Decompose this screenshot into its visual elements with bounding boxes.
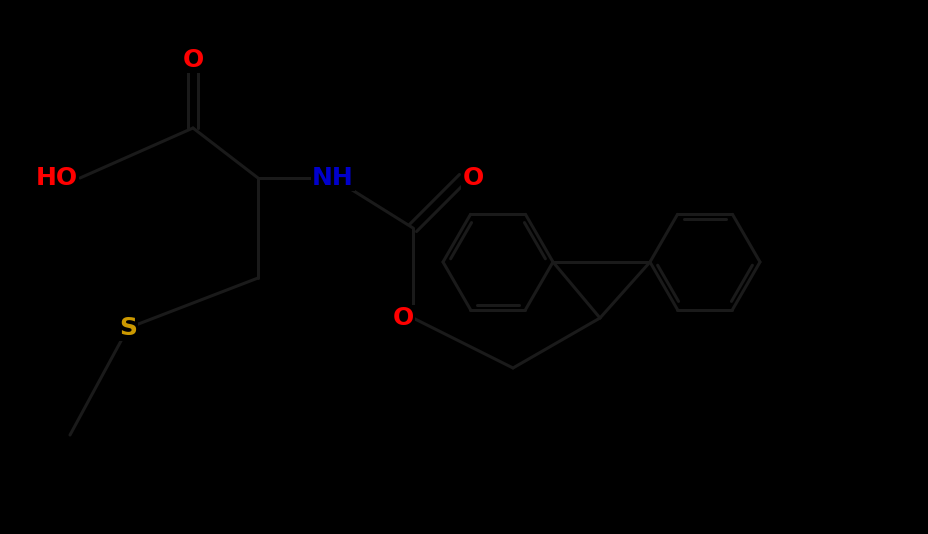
Text: NH: NH — [312, 166, 354, 190]
Text: O: O — [182, 48, 203, 72]
Text: S: S — [119, 316, 136, 340]
Text: HO: HO — [36, 166, 78, 190]
Text: O: O — [392, 306, 413, 330]
Text: O: O — [462, 166, 483, 190]
